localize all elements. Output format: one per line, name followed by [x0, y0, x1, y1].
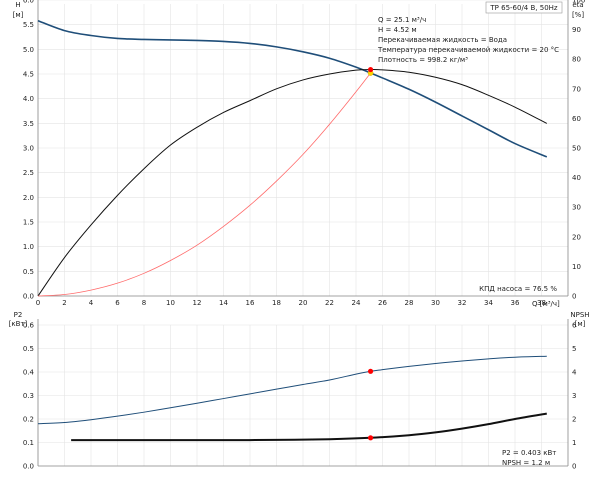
x-tick-label: 4	[89, 299, 94, 307]
efficiency-curve	[37, 69, 548, 297]
head-curve	[37, 19, 548, 158]
top-y-right-tick: 40	[572, 174, 581, 182]
bottom-y-right-tick: 2	[572, 416, 576, 424]
info-temperature: Температура перекачиваемой жидкости = 20…	[377, 46, 559, 54]
top-y-right-tick: 50	[572, 145, 581, 153]
npsh-note: NPSH = 1.2 м	[502, 459, 550, 467]
top-y-left-tick: 2.0	[23, 194, 34, 202]
bottom-y-left-label: P2	[14, 311, 23, 319]
top-y-left-label: H	[15, 1, 20, 9]
x-tick-label: 18	[272, 299, 281, 307]
top-y-left-tick: 1.5	[23, 219, 34, 227]
top-y-right-tick: 90	[572, 26, 581, 34]
x-tick-label: 28	[405, 299, 414, 307]
top-y-left-tick: 2.5	[23, 169, 34, 177]
top-y-right-tick: 80	[572, 56, 581, 64]
bottom-y-right-tick: 1	[572, 439, 576, 447]
efficiency-operating-point	[367, 66, 374, 73]
bottom-y-left-unit: [кВт]	[9, 320, 28, 328]
bottom-y-left-tick: 0.6	[23, 322, 35, 330]
bottom-axis-ticks: 0.0 0.1 0.2 0.3 0.4 0.5 0.6 0 1 2 3 4 5 6	[23, 319, 577, 471]
x-tick-label: 22	[325, 299, 334, 307]
x-tick-label: 12	[193, 299, 202, 307]
power-curve	[37, 355, 547, 425]
top-y-left-tick: 3.5	[23, 120, 34, 128]
model-label: TP 65-60/4 B, 50Hz	[489, 4, 558, 12]
top-y-right-unit: [%]	[572, 11, 584, 19]
top-y-left-tick: 4.5	[23, 71, 34, 79]
top-y-left-tick: 4.0	[23, 95, 34, 103]
x-tick-label: 6	[115, 299, 120, 307]
top-y-right-tick: 10	[572, 263, 581, 271]
x-tick-label: 32	[458, 299, 467, 307]
bottom-y-left-tick: 0.5	[23, 345, 34, 353]
npsh-operating-point	[367, 435, 374, 441]
bottom-y-left-tick: 0.3	[23, 392, 34, 400]
bottom-series	[37, 355, 547, 442]
top-y-left-tick: 0.5	[23, 268, 34, 276]
info-head: H = 4.52 м	[378, 26, 417, 34]
top-grid	[37, 0, 568, 297]
x-tick-label: 8	[142, 299, 146, 307]
bottom-y-right-tick: 5	[572, 345, 576, 353]
top-y-right-tick: 30	[572, 204, 581, 212]
top-y-left-tick: 3.0	[23, 145, 34, 153]
x-tick-label: 36	[511, 299, 520, 307]
bottom-y-right-unit: [м]	[575, 320, 586, 328]
bottom-grid	[37, 324, 568, 467]
operating-point-markers	[367, 66, 374, 441]
bottom-y-left-tick: 0.1	[23, 439, 34, 447]
x-tick-label: 26	[378, 299, 387, 307]
x-axis-label: Q [м³/ч]	[532, 300, 560, 308]
model-label-box	[485, 1, 563, 14]
power-note: P2 = 0.403 кВт	[502, 449, 556, 457]
x-tick-label: 38	[537, 299, 546, 307]
x-tick-label: 30	[431, 299, 440, 307]
top-y-right-tick: 60	[572, 115, 581, 123]
x-tick-label: 10	[166, 299, 175, 307]
x-tick-label: 2	[62, 299, 66, 307]
bottom-y-right-tick: 4	[572, 369, 577, 377]
top-y-right-tick: 100	[572, 0, 585, 5]
x-tick-label: 20	[299, 299, 308, 307]
x-tick-label: 24	[352, 299, 361, 307]
top-axis-ticks: 0 2 4 6 8 10 12 14 16 18 20 22 24 26 28 30 32 34 36 380.00.…	[23, 0, 585, 307]
bottom-y-right-tick: 0	[572, 463, 576, 471]
bottom-y-right-tick: 6	[572, 322, 577, 330]
info-density: Плотность = 998.2 кг/м³	[378, 56, 468, 64]
x-tick-label: 34	[484, 299, 493, 307]
npsh-curve	[71, 412, 547, 442]
power-operating-point	[367, 368, 374, 374]
top-y-left-unit: [м]	[13, 11, 24, 19]
x-tick-label: 14	[219, 299, 228, 307]
top-y-left-tick: 0.0	[23, 293, 34, 301]
top-series	[37, 19, 548, 297]
bottom-y-right-label: NPSH	[570, 311, 589, 319]
top-y-left-tick: 5.5	[23, 21, 34, 29]
info-flow: Q = 25.1 м³/ч	[378, 16, 426, 24]
top-y-right-tick: 0	[572, 293, 576, 301]
info-liquid: Перекачиваемая жидкость = Вода	[378, 36, 507, 44]
top-y-left-tick: 6.0	[23, 0, 34, 5]
system-curve	[37, 72, 371, 297]
top-y-left-tick: 5.0	[23, 46, 34, 54]
bottom-y-left-tick: 0.4	[23, 369, 35, 377]
bottom-y-left-tick: 0.2	[23, 416, 34, 424]
bottom-y-left-tick: 0.0	[23, 463, 34, 471]
x-tick-label: 16	[246, 299, 255, 307]
top-y-left-tick: 1.0	[23, 243, 34, 251]
top-y-right-tick: 70	[572, 85, 581, 93]
efficiency-note: КПД насоса = 76.5 %	[479, 285, 557, 293]
top-y-right-tick: 20	[572, 233, 581, 241]
top-y-right-label: eta	[572, 1, 583, 9]
bottom-y-right-tick: 3	[572, 392, 576, 400]
x-tick-label: 0	[36, 299, 40, 307]
